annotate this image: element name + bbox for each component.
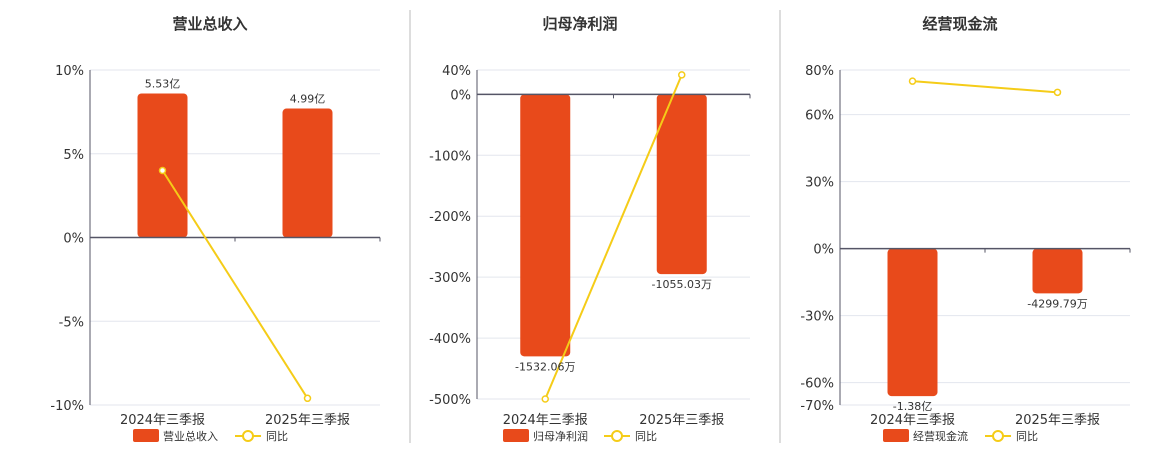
legend-bar-swatch xyxy=(133,429,159,442)
bar xyxy=(520,94,571,357)
bar-data-label: -1.38亿 xyxy=(893,400,932,413)
x-tick-label: 2024年三季报 xyxy=(120,413,205,428)
legend-bar-label: 归母净利润 xyxy=(533,429,588,443)
y-tick-label: -60% xyxy=(800,377,834,392)
y-tick-label: -30% xyxy=(800,310,834,325)
series-line xyxy=(161,169,309,399)
series-line xyxy=(912,80,1058,94)
legend-line-marker xyxy=(992,430,1004,442)
line-point xyxy=(303,394,312,403)
y-tick-label: 0% xyxy=(813,243,834,258)
line-point xyxy=(158,166,167,175)
x-tick-label: 2025年三季报 xyxy=(1015,413,1100,428)
bar xyxy=(656,94,707,275)
bar xyxy=(282,108,333,238)
chart-title: 经营现金流 xyxy=(922,15,997,33)
x-tick-label: 2025年三季报 xyxy=(265,413,350,428)
y-tick-label: -500% xyxy=(429,393,471,408)
bar xyxy=(137,93,188,238)
bar xyxy=(887,248,938,397)
y-tick-label: 0% xyxy=(63,232,84,247)
line-point xyxy=(678,71,686,79)
x-tick-label: 2024年三季报 xyxy=(870,413,955,428)
y-tick-label: -70% xyxy=(800,399,834,414)
legend: 归母净利润 同比 xyxy=(503,429,657,443)
legend-line-label: 同比 xyxy=(266,430,288,443)
series-line xyxy=(544,74,683,400)
y-tick-label: -300% xyxy=(429,271,471,286)
bar-data-label: -1055.03万 xyxy=(652,278,712,291)
bar xyxy=(1032,248,1083,294)
legend-bar-label: 营业总收入 xyxy=(163,429,218,443)
y-tick-label: -400% xyxy=(429,332,471,347)
bar-data-label: 4.99亿 xyxy=(290,93,326,106)
line-point xyxy=(541,395,549,403)
x-tick-label: 2025年三季报 xyxy=(639,413,724,428)
legend-line-label: 同比 xyxy=(1016,430,1038,443)
y-tick-label: 5% xyxy=(63,148,84,163)
legend-bar-swatch xyxy=(883,429,909,442)
legend-bar-label: 经营现金流 xyxy=(913,429,968,443)
chart-cash-flow: 经营现金流 -70% -60% -30% 0% 30% 60% 80% 2024年三季报 202… xyxy=(800,15,1131,443)
chart-net-profit: 归母净利润 -500% -400% -300% -200% -100% 0% 40% 2024… xyxy=(429,15,751,443)
y-tick-label: 10% xyxy=(55,64,84,79)
line-point xyxy=(908,77,917,85)
x-tick-label: 2024年三季报 xyxy=(503,413,588,428)
legend-line-marker xyxy=(611,430,623,442)
legend: 经营现金流 同比 xyxy=(883,429,1038,443)
legend-line-marker xyxy=(242,430,254,442)
chart-revenue: 营业总收入 -10% -5% 0% 5% 10% 2024年三季报 2025年三季报 5.53… xyxy=(50,15,381,443)
legend: 营业总收入 同比 xyxy=(133,429,288,443)
bar-data-label: -4299.79万 xyxy=(1027,297,1087,310)
y-tick-label: 30% xyxy=(805,176,834,191)
bar-data-label: 5.53亿 xyxy=(145,77,181,90)
bar-data-label: -1532.06万 xyxy=(515,360,575,373)
legend-line-label: 同比 xyxy=(635,430,657,443)
chart-title: 归母净利润 xyxy=(542,15,617,33)
y-tick-label: 0% xyxy=(450,88,471,103)
chart-title: 营业总收入 xyxy=(172,15,247,33)
y-tick-label: 80% xyxy=(805,64,834,79)
y-tick-label: -10% xyxy=(50,399,84,414)
legend-bar-swatch xyxy=(503,429,529,442)
y-tick-label: 40% xyxy=(442,64,471,79)
line-point xyxy=(1053,88,1062,97)
y-tick-label: 60% xyxy=(805,109,834,124)
y-tick-label: -100% xyxy=(429,149,471,164)
y-tick-label: -200% xyxy=(429,210,471,225)
y-tick-label: -5% xyxy=(59,315,84,330)
